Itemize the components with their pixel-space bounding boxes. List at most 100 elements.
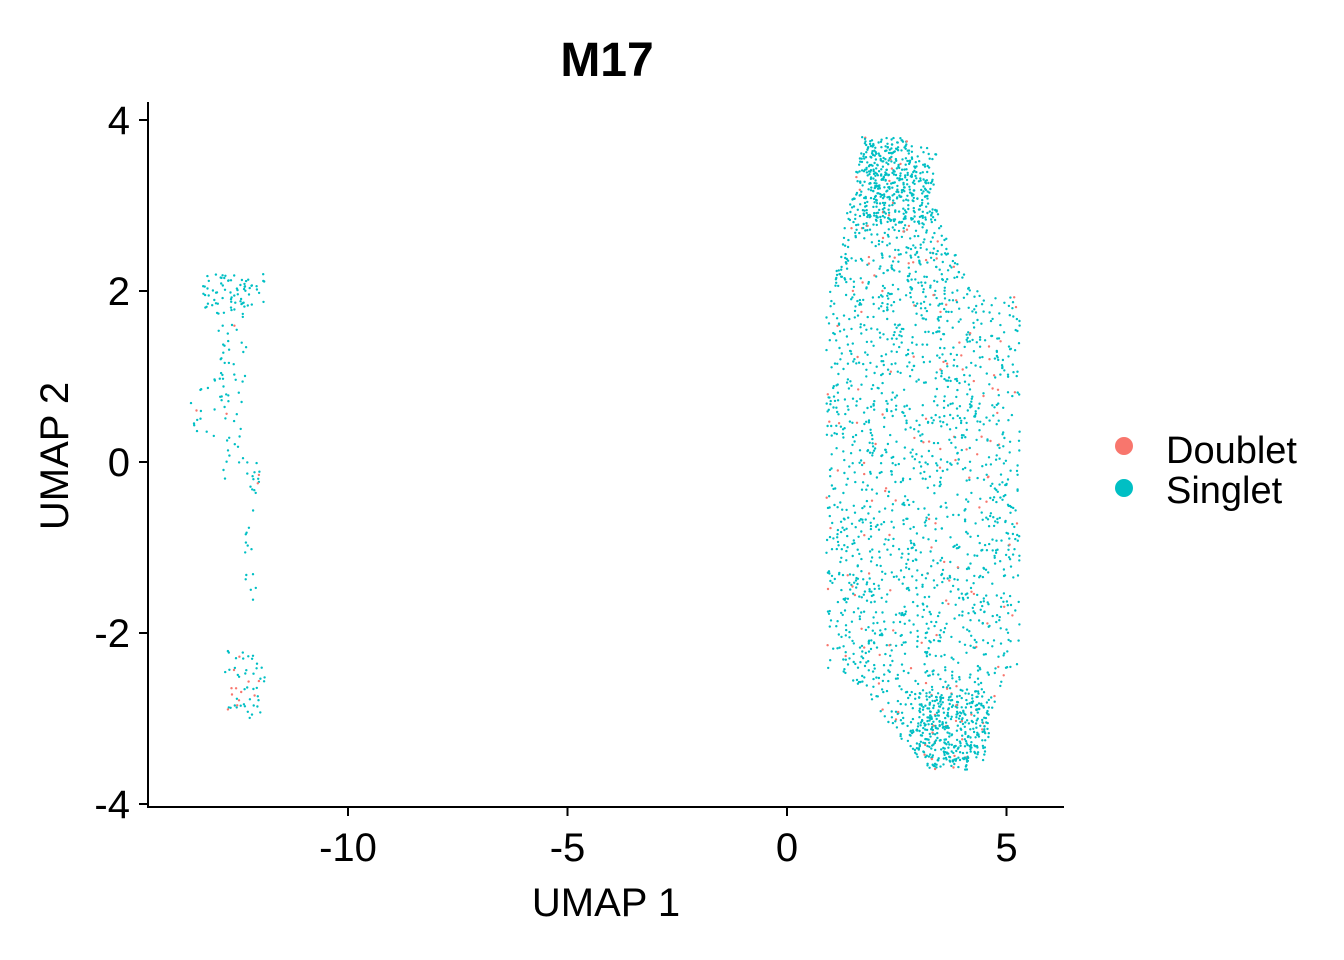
point-singlet xyxy=(871,296,875,299)
point-singlet xyxy=(859,397,862,401)
point-doublet xyxy=(996,411,999,415)
point-singlet xyxy=(919,179,922,182)
point-singlet xyxy=(931,332,935,335)
point-singlet xyxy=(881,611,884,614)
point-singlet xyxy=(877,528,881,531)
point-singlet xyxy=(227,339,230,343)
point-singlet xyxy=(843,398,847,401)
point-singlet xyxy=(901,582,904,585)
point-singlet xyxy=(927,647,930,650)
point-singlet xyxy=(932,183,935,186)
point-singlet xyxy=(846,362,850,365)
point-singlet xyxy=(897,229,901,233)
point-singlet xyxy=(967,286,970,290)
point-singlet xyxy=(917,378,920,381)
point-singlet xyxy=(924,737,927,741)
point-singlet xyxy=(981,721,984,724)
point-singlet xyxy=(924,577,928,580)
point-singlet xyxy=(918,707,922,710)
point-singlet xyxy=(906,352,910,356)
point-singlet xyxy=(1008,558,1012,561)
point-singlet xyxy=(941,353,944,356)
point-singlet xyxy=(841,432,845,435)
point-singlet xyxy=(951,584,955,588)
point-singlet xyxy=(854,526,857,529)
point-singlet xyxy=(860,169,864,172)
point-singlet xyxy=(983,753,986,756)
point-singlet xyxy=(910,157,914,161)
point-singlet xyxy=(845,549,848,553)
point-singlet xyxy=(887,186,890,189)
point-singlet xyxy=(928,610,931,614)
point-singlet xyxy=(858,157,862,160)
point-singlet xyxy=(978,402,981,405)
point-singlet xyxy=(913,169,916,172)
point-singlet xyxy=(910,145,913,148)
point-singlet xyxy=(863,664,867,668)
point-singlet xyxy=(943,395,946,398)
point-singlet xyxy=(889,219,892,223)
point-singlet xyxy=(859,277,862,280)
point-singlet xyxy=(967,567,971,570)
point-singlet xyxy=(852,652,855,656)
point-singlet xyxy=(902,722,905,725)
point-singlet xyxy=(900,688,903,691)
point-singlet xyxy=(895,575,898,578)
point-singlet xyxy=(865,171,869,174)
point-singlet xyxy=(858,646,862,649)
point-singlet xyxy=(1009,665,1012,669)
point-singlet xyxy=(250,713,254,716)
point-singlet xyxy=(866,406,869,410)
point-singlet xyxy=(943,738,946,741)
point-singlet xyxy=(924,281,927,284)
point-singlet xyxy=(1017,600,1020,604)
point-singlet xyxy=(1000,680,1003,683)
point-singlet xyxy=(917,722,920,725)
point-singlet xyxy=(878,202,882,205)
point-singlet xyxy=(943,627,947,630)
point-singlet xyxy=(927,627,930,630)
point-singlet xyxy=(895,394,899,397)
point-singlet xyxy=(252,704,255,707)
point-singlet xyxy=(871,144,874,148)
point-singlet xyxy=(996,490,999,493)
point-singlet xyxy=(969,535,972,538)
point-singlet xyxy=(939,458,943,461)
point-singlet xyxy=(835,269,838,273)
point-singlet xyxy=(950,635,953,639)
point-singlet xyxy=(995,539,998,542)
point-singlet xyxy=(866,215,869,219)
point-singlet xyxy=(859,459,863,462)
point-singlet xyxy=(1004,553,1008,557)
point-singlet xyxy=(892,343,895,346)
point-doublet xyxy=(945,303,948,306)
point-singlet xyxy=(902,669,905,673)
point-singlet xyxy=(885,451,888,454)
point-singlet xyxy=(924,650,927,654)
point-singlet xyxy=(928,360,932,363)
point-singlet xyxy=(962,709,965,712)
point-singlet xyxy=(902,327,905,331)
point-singlet xyxy=(984,653,987,656)
point-singlet xyxy=(830,484,834,487)
point-singlet xyxy=(946,319,949,323)
point-singlet xyxy=(998,483,1001,486)
point-singlet xyxy=(832,395,836,398)
point-singlet xyxy=(246,544,249,547)
point-singlet xyxy=(908,733,911,737)
point-singlet xyxy=(1009,565,1013,568)
point-singlet xyxy=(911,448,914,451)
point-singlet xyxy=(924,195,927,198)
point-doublet xyxy=(980,435,983,438)
point-singlet xyxy=(934,739,938,742)
point-singlet xyxy=(919,172,922,175)
point-singlet xyxy=(1012,506,1015,510)
point-singlet xyxy=(913,458,917,461)
point-singlet xyxy=(931,172,935,175)
point-singlet xyxy=(926,463,929,466)
point-singlet xyxy=(987,673,990,676)
point-singlet xyxy=(1018,554,1021,557)
point-singlet xyxy=(941,701,944,704)
point-singlet xyxy=(957,717,961,720)
point-singlet xyxy=(846,534,849,538)
